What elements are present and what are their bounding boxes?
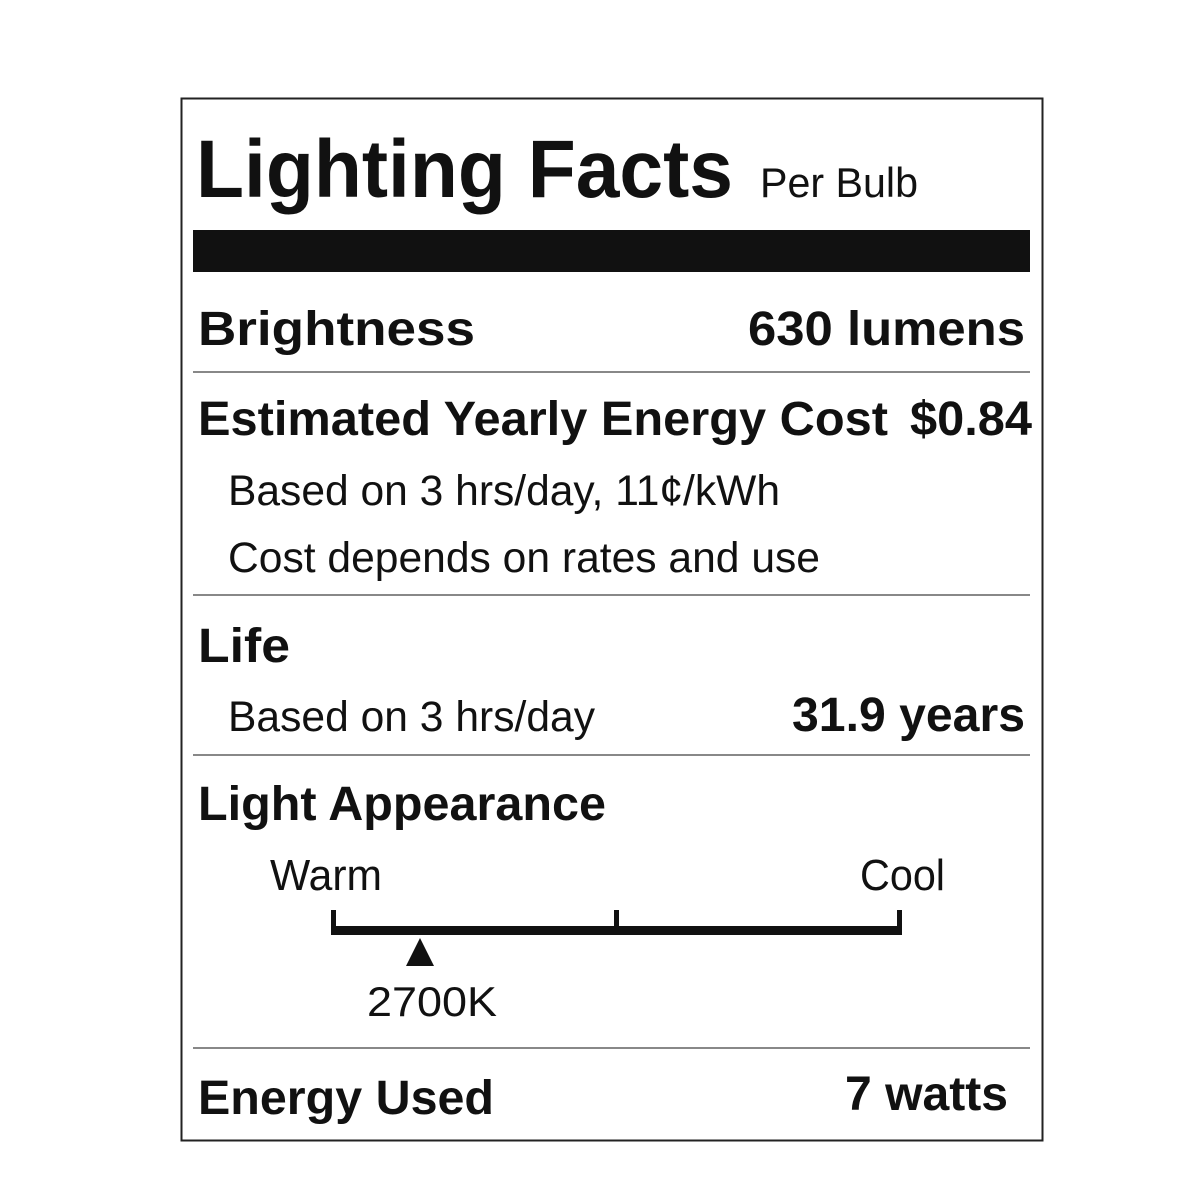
- cost-note: Based on 3 hrs/day, 11¢/kWh: [228, 467, 780, 515]
- scale-tick: [897, 910, 902, 935]
- cost-label: Estimated Yearly Energy Cost: [198, 393, 888, 446]
- header-bar: [193, 230, 1030, 272]
- energy-label: Energy Used: [198, 1072, 494, 1125]
- cost-value: $0.84: [910, 393, 1032, 446]
- brightness-value: 630 lumens: [748, 303, 1025, 356]
- marker-label: 2700K: [367, 978, 497, 1025]
- life-note: Based on 3 hrs/day: [228, 693, 595, 741]
- warm-label: Warm: [270, 851, 382, 900]
- brightness-label: Brightness: [198, 303, 475, 356]
- appearance-label: Light Appearance: [198, 778, 606, 831]
- life-label: Life: [198, 620, 290, 673]
- scale-tick: [331, 910, 336, 935]
- scale-tick: [614, 910, 619, 935]
- label-border: [180, 97, 1044, 1142]
- marker-triangle: [406, 938, 434, 966]
- cool-label: Cool: [860, 851, 945, 900]
- cost-note: Cost depends on rates and use: [228, 534, 820, 582]
- life-value: 31.9 years: [792, 689, 1025, 742]
- energy-value: 7 watts: [845, 1068, 1008, 1121]
- subtitle: Per Bulb: [760, 159, 918, 206]
- title: Lighting Facts: [196, 124, 733, 215]
